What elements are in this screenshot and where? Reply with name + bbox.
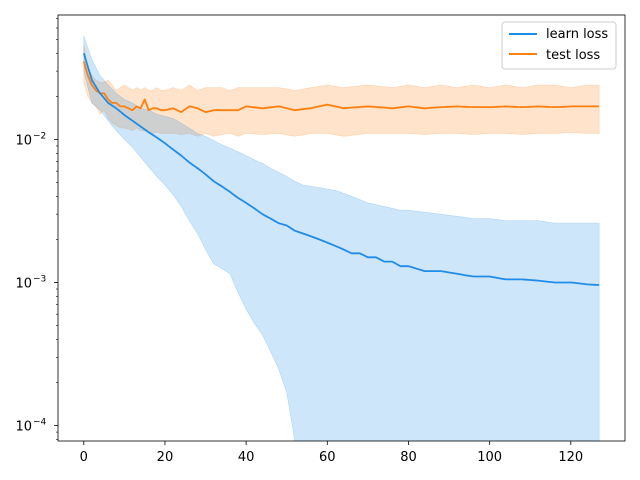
line-test-loss: [82, 61, 600, 113]
x-tick-label: 80: [400, 450, 417, 465]
legend: learn loss test loss: [501, 21, 617, 70]
y-tick-exponent: −2: [33, 131, 46, 141]
x-tick-label: 60: [319, 450, 336, 465]
y-tick-label: 10: [15, 276, 32, 291]
x-tick-label: 100: [477, 450, 502, 465]
legend-label-test-loss: test loss: [546, 48, 600, 63]
band-test-loss: [83, 44, 600, 137]
x-tick-label: 40: [238, 450, 255, 465]
x-tick-label: 0: [80, 450, 88, 465]
x-tick-label: 20: [157, 450, 174, 465]
x-axis: 0 20 40 60 80 100 120: [80, 441, 583, 465]
y-tick-exponent: −4: [33, 418, 47, 428]
plot-frame: [57, 14, 626, 442]
y-tick-label: 10: [15, 133, 32, 148]
y-tick-exponent: −3: [33, 274, 46, 284]
y-tick-label: 10: [15, 420, 32, 435]
legend-label-learn-loss: learn loss: [546, 27, 608, 42]
y-axis: 10−410−310−2: [15, 18, 58, 440]
x-tick-label: 120: [558, 450, 583, 465]
series-lines: [82, 52, 600, 286]
line-learn-loss: [82, 52, 600, 286]
